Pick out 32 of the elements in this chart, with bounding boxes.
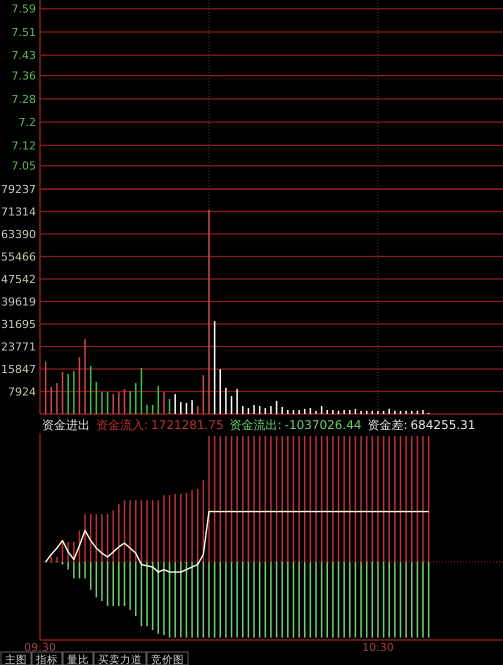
y-tick-label: 15847 [1,363,36,376]
text: 竞价图 [151,653,184,665]
chart-title: 资金进出 [42,418,90,432]
text: 指标 [35,654,58,665]
y-tick-label: 7924 [8,386,36,398]
y-tick-label: 23771 [1,340,36,354]
y-tick-label: 7.05 [12,160,36,173]
text: 量比 [67,653,89,665]
y-tick-label: 7.12 [12,139,36,152]
text: -1037026.44 [284,418,362,432]
y-tick-label: 7.43 [12,49,36,62]
y-tick-label: 63390 [1,228,36,241]
y-tick-label: 7.2 [18,116,36,130]
text: 资金流出: [230,418,282,432]
y-tick-label: 47542 [1,273,36,286]
text: 1721281.75 [151,418,224,432]
y-tick-label: 7.51 [12,26,36,39]
text: 资金差: [367,418,408,432]
y-tick-label: 39619 [1,296,36,308]
y-tick-label: 7.59 [12,2,36,16]
y-tick-label: 55466 [1,250,36,264]
text: 买卖力道 [98,653,142,665]
text: 684255.31 [410,418,476,432]
text: 主图 [5,653,27,665]
y-tick-label: 7.28 [12,92,36,106]
y-tick-label: 79237 [1,183,36,196]
y-tick-label: 71314 [1,206,36,218]
x-tick-label: 09:30 [24,641,56,654]
y-tick-label: 7.36 [12,70,36,83]
y-tick-label: 31695 [1,318,36,331]
x-tick-label: 10:30 [362,641,394,654]
text: 资金流入: [96,418,148,432]
